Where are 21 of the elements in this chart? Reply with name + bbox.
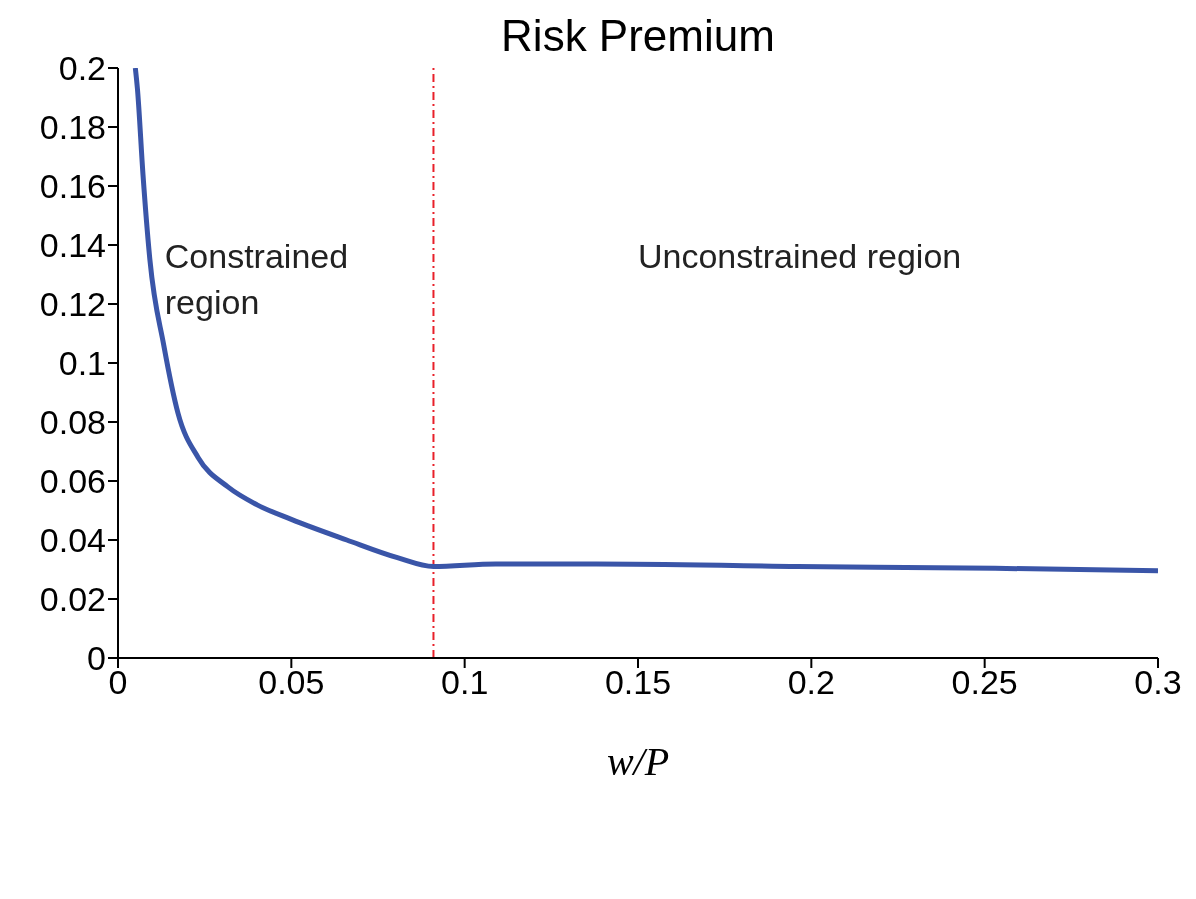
y-tick-label: 0.04 <box>39 521 106 560</box>
y-tick-label: 0.08 <box>39 403 106 442</box>
y-tick-label: 0.16 <box>39 167 106 206</box>
x-tick-label: 0.15 <box>604 663 672 702</box>
y-tick-label: 0.1 <box>58 344 106 383</box>
x-tick-label: 0.05 <box>258 663 325 702</box>
annotation: Constrained region <box>164 236 350 323</box>
x-tick-label: 0.3 <box>1134 663 1182 702</box>
y-tick-label: 0.06 <box>39 462 106 501</box>
x-tick-label: 0.1 <box>441 663 489 702</box>
y-tick-label: 0.2 <box>58 49 106 88</box>
y-tick-label: 0.14 <box>39 226 106 265</box>
x-tick-label: 0.2 <box>787 663 835 702</box>
y-tick-label: 0 <box>87 639 106 678</box>
x-axis-title: w/P <box>605 738 671 785</box>
y-tick-label: 0.12 <box>39 285 106 324</box>
y-tick-label: 0.02 <box>39 580 106 619</box>
x-tick-label: 0.25 <box>951 663 1018 702</box>
annotation: Unconstrained region <box>638 236 963 277</box>
chart-title: Risk Premium <box>500 10 776 62</box>
y-tick-label: 0.18 <box>39 108 106 147</box>
